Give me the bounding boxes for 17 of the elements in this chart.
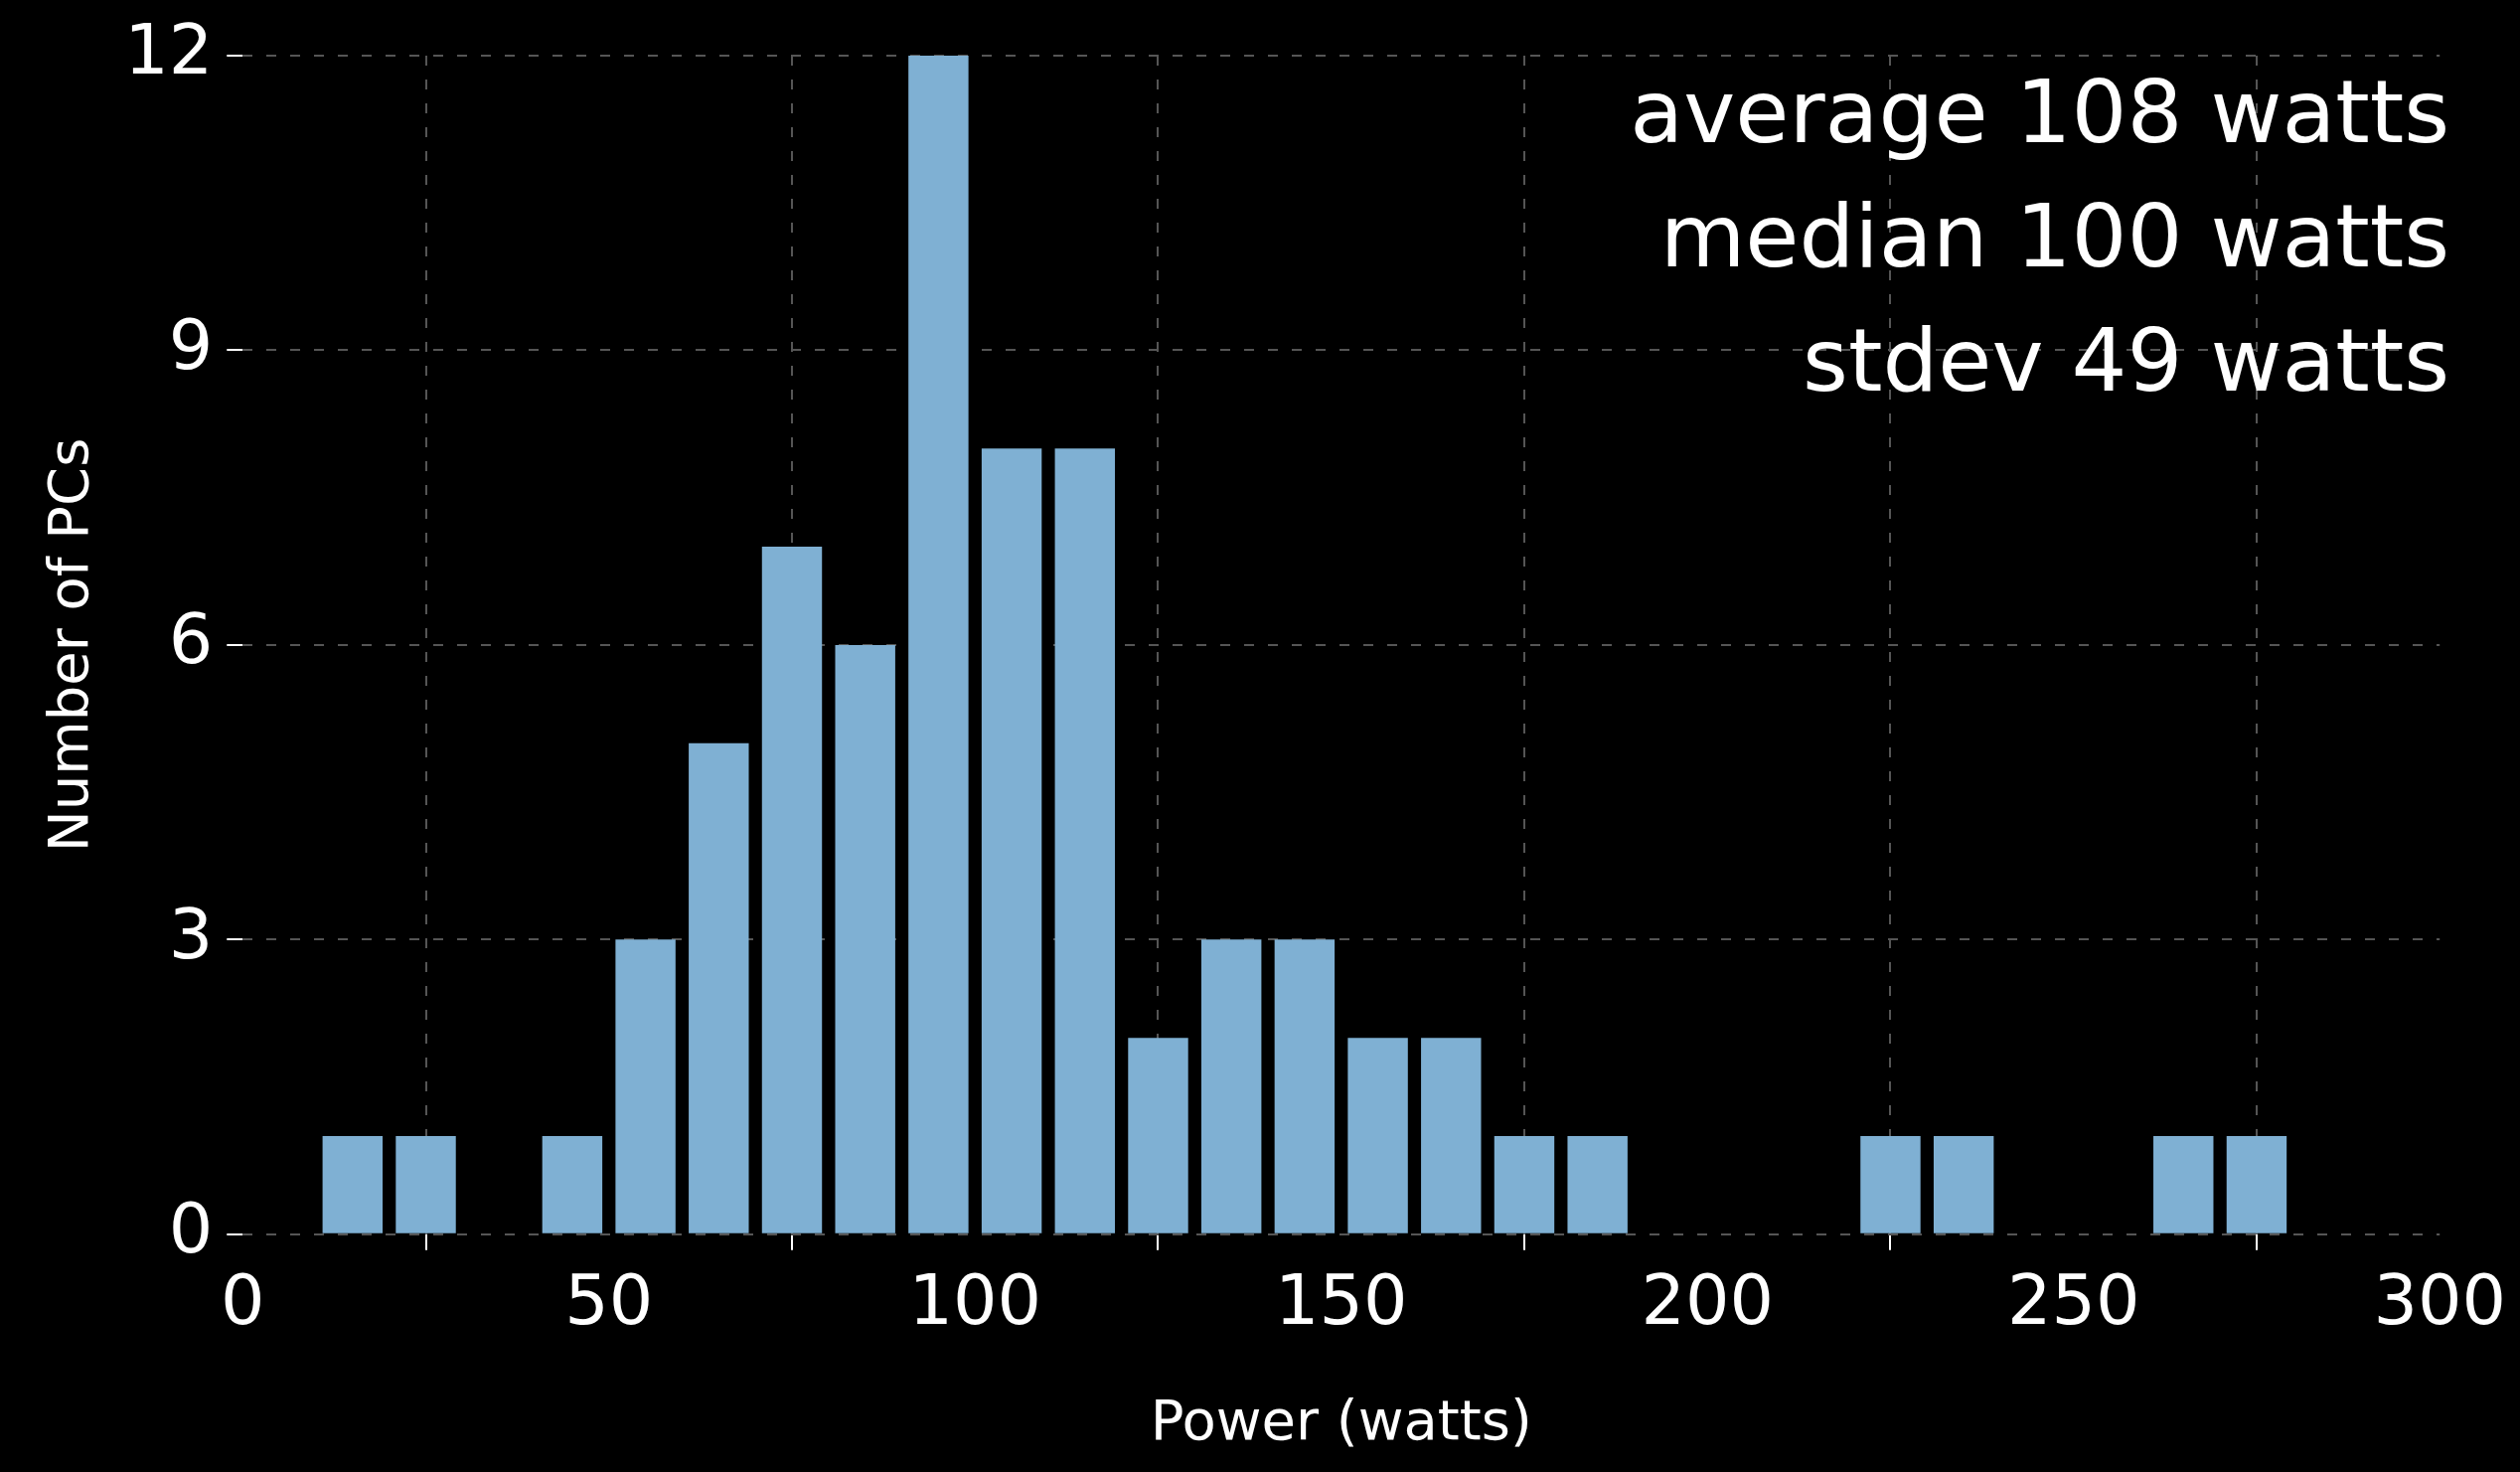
y-tick-label: 0 — [168, 1187, 214, 1269]
x-tick-label: 0 — [221, 1258, 265, 1341]
annotation: median 100 watts — [1659, 184, 2450, 287]
annotation: average 108 watts — [1630, 60, 2450, 163]
y-tick-label: 3 — [168, 893, 214, 975]
x-tick-label: 250 — [2006, 1258, 2140, 1341]
x-tick-label: 150 — [1274, 1258, 1408, 1341]
y-tick-label: 9 — [168, 303, 214, 386]
annotation: stdev 49 watts — [1803, 308, 2450, 411]
y-tick-label: 12 — [124, 9, 214, 91]
y-axis-title: Number of PCs — [36, 437, 101, 853]
x-axis-title: Power (watts) — [1150, 1387, 1532, 1452]
x-tick-label: 100 — [908, 1258, 1042, 1341]
y-tick-label: 6 — [168, 598, 214, 681]
x-tick-label: 300 — [2373, 1258, 2506, 1341]
x-tick-label: 200 — [1641, 1258, 1775, 1341]
x-tick-label: 50 — [564, 1258, 654, 1341]
